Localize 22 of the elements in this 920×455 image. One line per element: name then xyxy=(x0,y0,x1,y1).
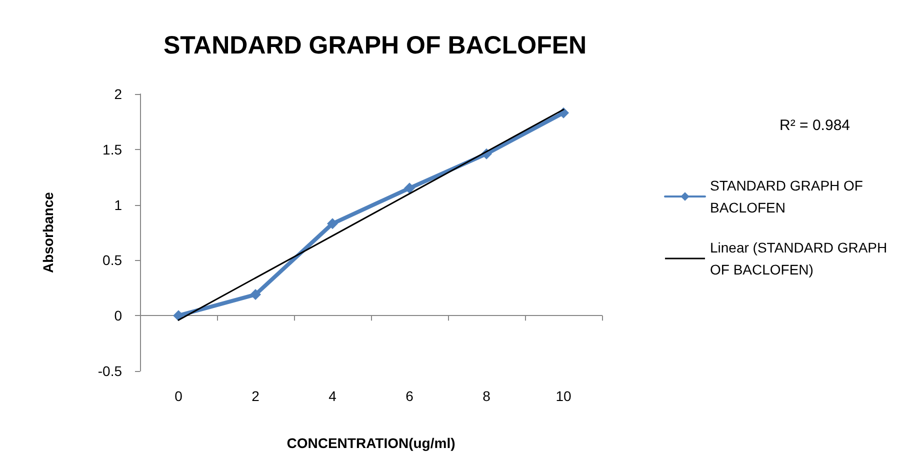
x-tick-label: 6 xyxy=(406,388,414,404)
point xyxy=(250,289,261,300)
y-tick-label: -0.5 xyxy=(98,363,122,379)
text: R² = 0.984 xyxy=(780,117,850,134)
y-tick-label: 2 xyxy=(114,86,122,102)
legend-label: STANDARD GRAPH OF BACLOFEN xyxy=(710,178,867,216)
x-tick-label: 8 xyxy=(482,388,491,404)
x-tick-label: 10 xyxy=(556,388,572,404)
point xyxy=(173,310,184,322)
x-axis-title: CONCENTRATION(ug/ml) xyxy=(286,435,456,451)
x-tick-label: 2 xyxy=(252,388,260,404)
y-tick-label: 1 xyxy=(114,196,122,213)
y-axis-title: Absorbance xyxy=(40,192,56,273)
legend-label: Linear (STANDARD GRAPH OF BACLOFEN) xyxy=(710,240,892,278)
x-tick-label: 0 xyxy=(174,388,183,404)
y-tick-label: 1.5 xyxy=(102,141,122,158)
chart-title: STANDARD GRAPH OF BACLOFEN xyxy=(163,32,587,60)
y-tick-label: 0.5 xyxy=(102,252,122,268)
x-tick-label: 4 xyxy=(328,388,337,404)
y-tick-label: 0 xyxy=(114,308,122,324)
point xyxy=(327,218,338,230)
point xyxy=(404,182,415,194)
